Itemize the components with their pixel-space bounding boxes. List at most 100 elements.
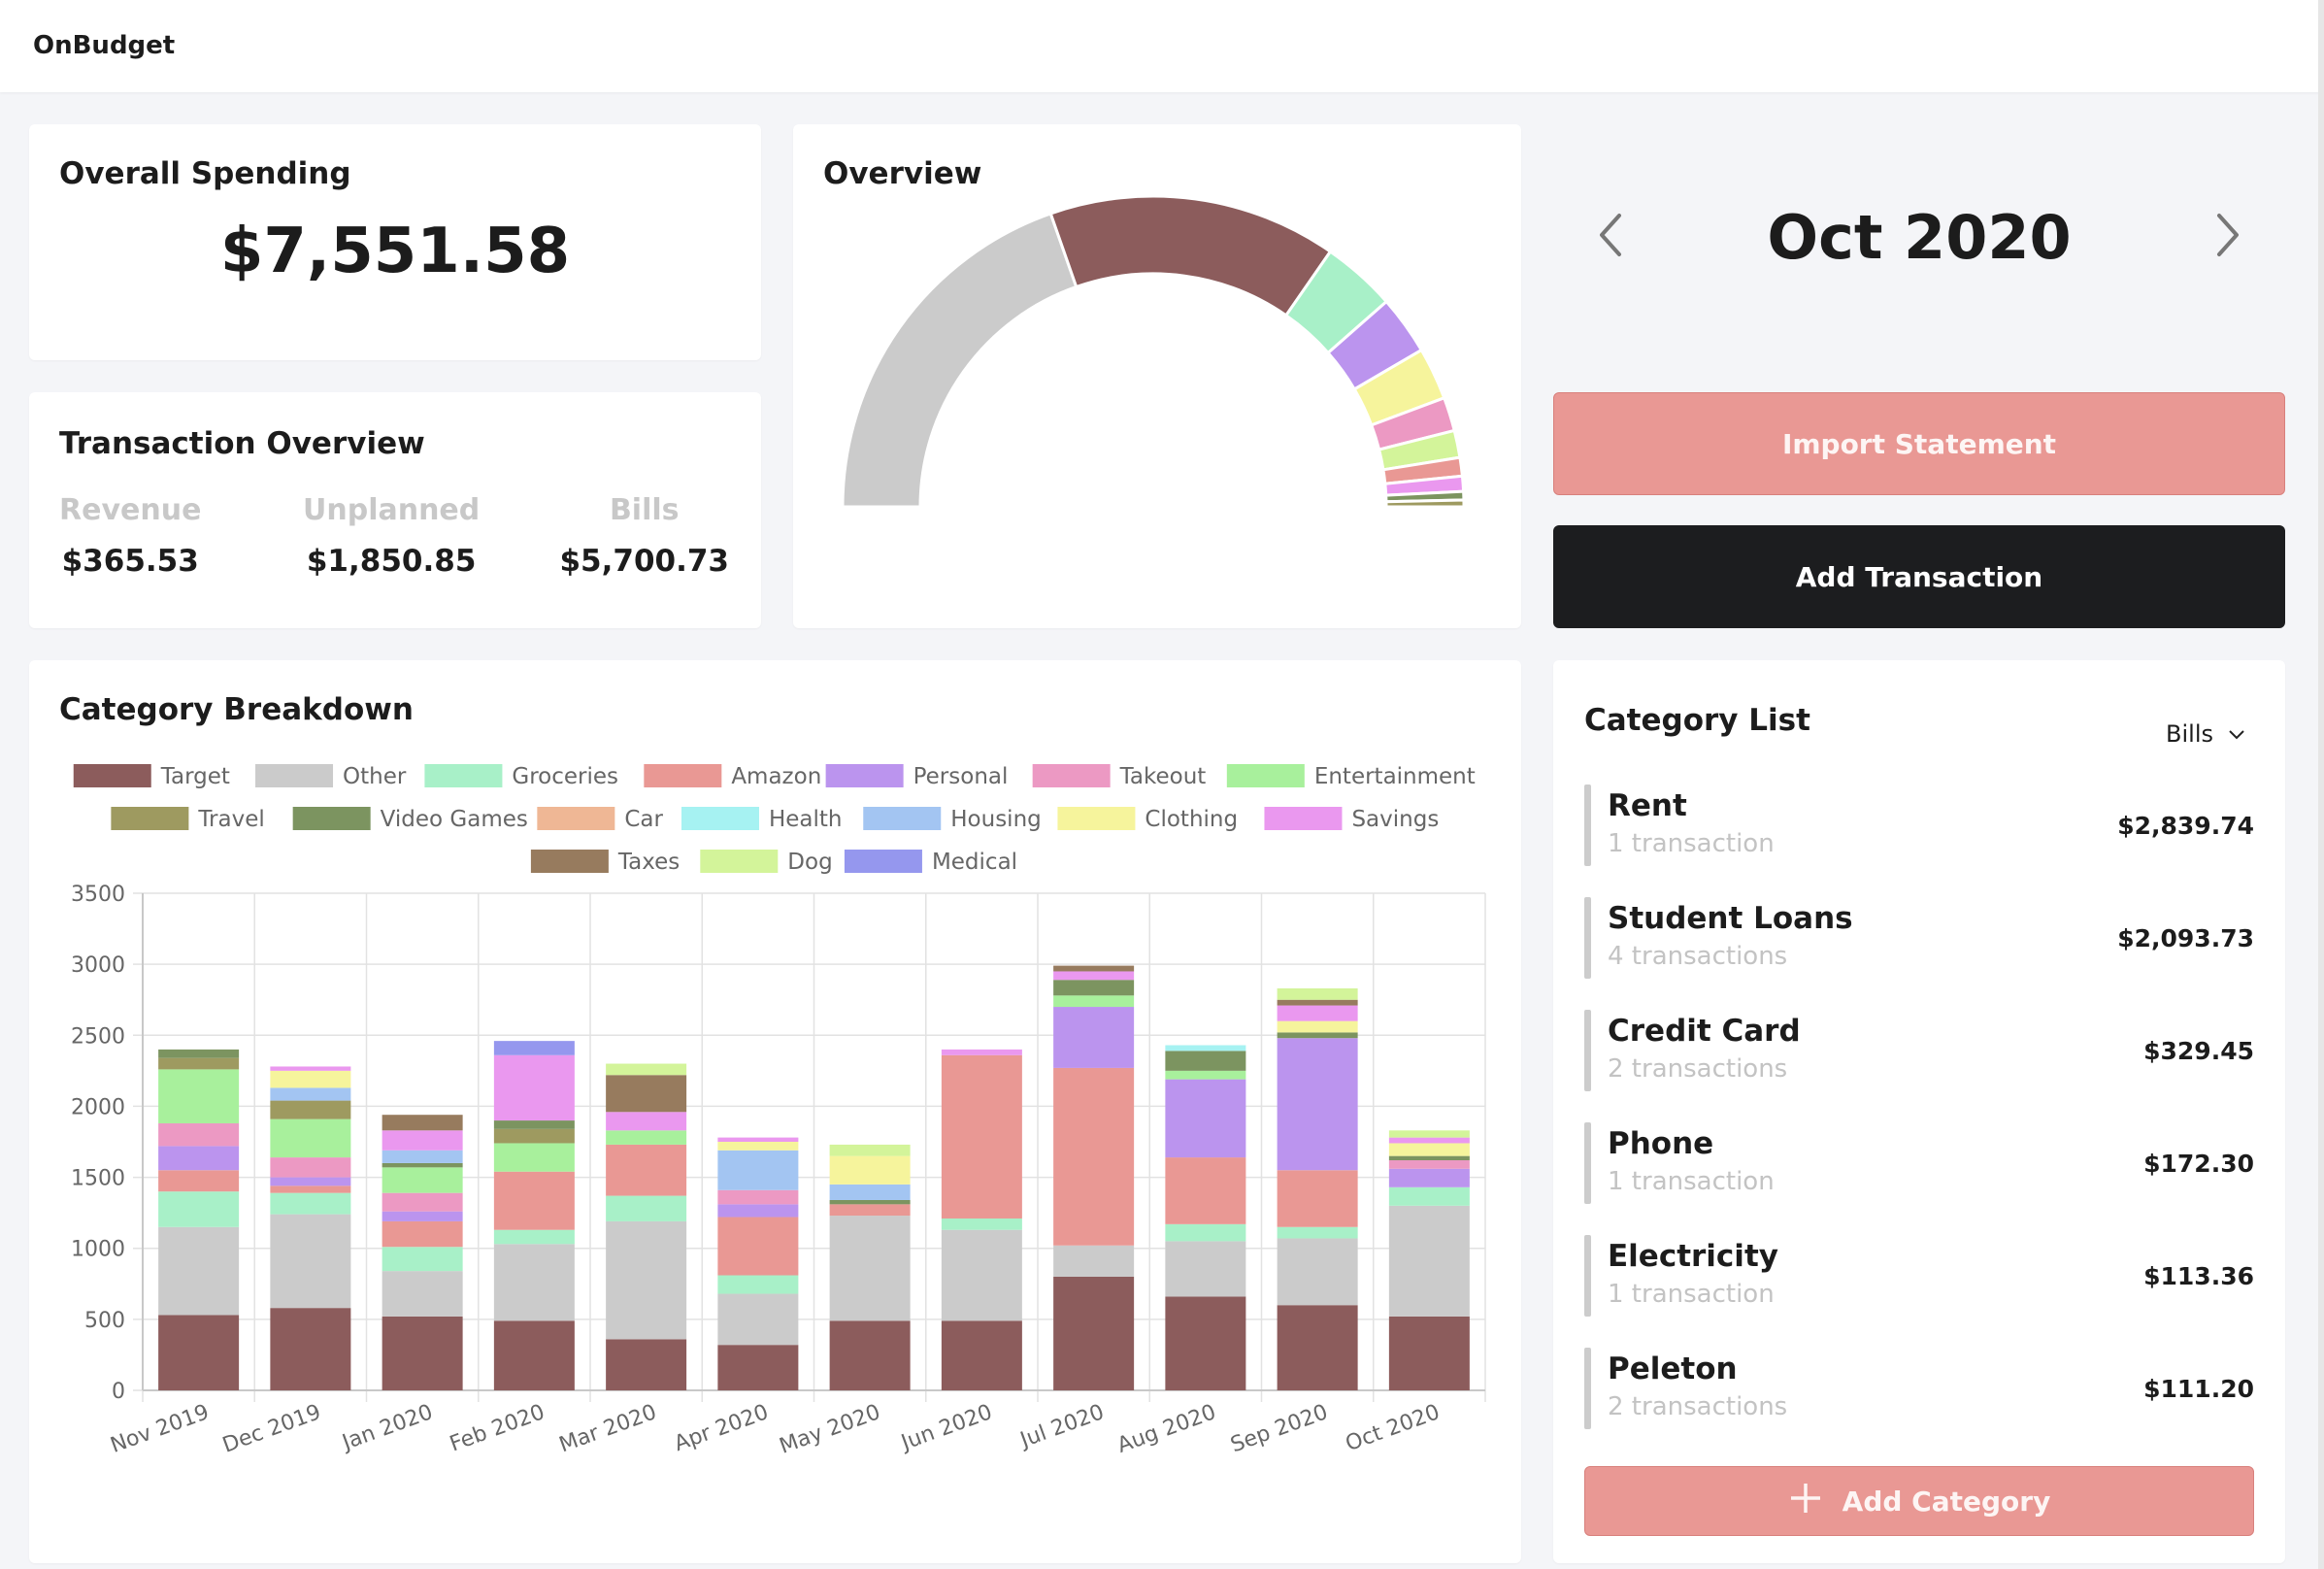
bar-segment-travel[interactable]	[158, 1057, 240, 1070]
category-item-credit-card[interactable]: Credit Card 2 transactions $329.45	[1584, 1010, 2254, 1091]
bar-segment-target[interactable]	[941, 1320, 1022, 1390]
bar-segment-video-games[interactable]	[1165, 1051, 1246, 1071]
legend-label-savings[interactable]: Savings	[1351, 807, 1439, 832]
donut-slice-travel[interactable]	[1384, 498, 1466, 509]
bar-segment-other[interactable]	[606, 1220, 687, 1340]
bar-segment-other[interactable]	[493, 1244, 575, 1321]
bar-segment-target[interactable]	[493, 1320, 575, 1390]
bar-segment-groceries[interactable]	[1277, 1226, 1358, 1239]
bar-segment-groceries[interactable]	[941, 1218, 1022, 1230]
bar-segment-other[interactable]	[717, 1293, 799, 1346]
bar-segment-groceries[interactable]	[717, 1275, 799, 1294]
bar-segment-takeout[interactable]	[270, 1157, 351, 1178]
bar-segment-medical[interactable]	[493, 1041, 575, 1055]
bar-segment-clothing[interactable]	[1388, 1143, 1470, 1156]
legend-label-takeout[interactable]: Takeout	[1119, 764, 1207, 789]
legend-label-travel[interactable]: Travel	[197, 807, 264, 832]
bar-segment-other[interactable]	[270, 1214, 351, 1309]
bar-segment-travel[interactable]	[493, 1128, 575, 1144]
legend-swatch-clothing[interactable]	[1057, 807, 1136, 830]
bar-segment-taxes[interactable]	[606, 1075, 687, 1113]
bar-segment-other[interactable]	[1165, 1241, 1246, 1297]
legend-label-car[interactable]: Car	[624, 807, 663, 832]
bar-segment-amazon[interactable]	[606, 1144, 687, 1196]
bar-segment-entertainment[interactable]	[382, 1167, 463, 1193]
bar-segment-entertainment[interactable]	[493, 1143, 575, 1172]
bar-segment-housing[interactable]	[382, 1150, 463, 1163]
bar-segment-other[interactable]	[1277, 1238, 1358, 1306]
bar-segment-other[interactable]	[941, 1229, 1022, 1321]
bar-segment-dog[interactable]	[1277, 988, 1358, 1000]
add-transaction-button[interactable]: Add Transaction	[1553, 525, 2285, 628]
bar-segment-entertainment[interactable]	[606, 1130, 687, 1145]
bar-segment-takeout[interactable]	[717, 1189, 799, 1205]
bar-segment-target[interactable]	[270, 1308, 351, 1390]
bar-segment-savings[interactable]	[717, 1137, 799, 1142]
bar-segment-savings[interactable]	[493, 1054, 575, 1121]
app-logo[interactable]: OnBudget	[33, 31, 176, 60]
legend-swatch-car[interactable]	[537, 807, 615, 830]
legend-swatch-personal[interactable]	[825, 764, 904, 787]
bar-segment-other[interactable]	[1053, 1245, 1135, 1277]
bar-segment-entertainment[interactable]	[158, 1069, 240, 1123]
bar-segment-other[interactable]	[382, 1271, 463, 1317]
bar-segment-video-games[interactable]	[1277, 1032, 1358, 1039]
bar-segment-amazon[interactable]	[158, 1170, 240, 1192]
add-category-button[interactable]: Add Category	[1584, 1466, 2254, 1536]
bar-segment-savings[interactable]	[606, 1112, 687, 1131]
bar-segment-amazon[interactable]	[382, 1220, 463, 1248]
bar-segment-amazon[interactable]	[270, 1185, 351, 1193]
bar-segment-amazon[interactable]	[941, 1054, 1022, 1218]
legend-swatch-travel[interactable]	[111, 807, 189, 830]
bar-segment-housing[interactable]	[717, 1150, 799, 1190]
bar-segment-target[interactable]	[717, 1345, 799, 1390]
category-item-rent[interactable]: Rent 1 transaction $2,839.74	[1584, 784, 2254, 866]
legend-label-video-games[interactable]: Video Games	[381, 807, 528, 832]
bar-segment-personal[interactable]	[382, 1211, 463, 1221]
bar-segment-amazon[interactable]	[1165, 1157, 1246, 1224]
bar-segment-video-games[interactable]	[1388, 1155, 1470, 1161]
donut-slice-target[interactable]	[1048, 194, 1333, 317]
bar-segment-housing[interactable]	[270, 1087, 351, 1101]
bar-segment-clothing[interactable]	[717, 1142, 799, 1151]
bar-segment-target[interactable]	[158, 1315, 240, 1390]
bar-segment-savings[interactable]	[1388, 1137, 1470, 1144]
legend-label-entertainment[interactable]: Entertainment	[1314, 764, 1476, 789]
bar-segment-takeout[interactable]	[382, 1192, 463, 1212]
bar-segment-entertainment[interactable]	[270, 1118, 351, 1158]
bar-segment-target[interactable]	[1053, 1276, 1135, 1390]
category-filter-dropdown[interactable]: Bills	[2166, 720, 2246, 748]
bar-segment-taxes[interactable]	[1277, 999, 1358, 1006]
bar-segment-takeout[interactable]	[158, 1122, 240, 1147]
legend-swatch-dog[interactable]	[700, 850, 779, 873]
legend-label-groceries[interactable]: Groceries	[512, 764, 618, 789]
bar-segment-amazon[interactable]	[493, 1171, 575, 1230]
bar-segment-groceries[interactable]	[1165, 1223, 1246, 1242]
legend-swatch-amazon[interactable]	[644, 764, 722, 787]
chevron-right-icon[interactable]	[2198, 206, 2252, 264]
bar-segment-amazon[interactable]	[1277, 1170, 1358, 1227]
bar-segment-personal[interactable]	[270, 1177, 351, 1186]
bar-segment-target[interactable]	[382, 1316, 463, 1390]
bar-segment-savings[interactable]	[382, 1130, 463, 1151]
legend-swatch-entertainment[interactable]	[1226, 764, 1305, 787]
bar-segment-entertainment[interactable]	[1165, 1070, 1246, 1080]
bar-segment-target[interactable]	[1277, 1305, 1358, 1390]
bar-segment-personal[interactable]	[158, 1146, 240, 1171]
bar-segment-groceries[interactable]	[382, 1247, 463, 1272]
legend-label-amazon[interactable]: Amazon	[731, 764, 821, 789]
bar-segment-groceries[interactable]	[158, 1191, 240, 1227]
bar-segment-clothing[interactable]	[829, 1155, 911, 1185]
bar-segment-other[interactable]	[158, 1226, 240, 1316]
bar-segment-target[interactable]	[1165, 1296, 1246, 1390]
legend-swatch-target[interactable]	[73, 764, 151, 787]
bar-segment-personal[interactable]	[717, 1204, 799, 1218]
bar-segment-health[interactable]	[1165, 1045, 1246, 1052]
donut-slice-other[interactable]	[841, 212, 1079, 509]
scrollbar[interactable]	[2318, 0, 2324, 1569]
bar-segment-video-games[interactable]	[829, 1199, 911, 1205]
bar-segment-other[interactable]	[829, 1216, 911, 1321]
category-item-phone[interactable]: Phone 1 transaction $172.30	[1584, 1122, 2254, 1204]
legend-swatch-housing[interactable]	[863, 807, 942, 830]
bar-segment-groceries[interactable]	[270, 1192, 351, 1215]
